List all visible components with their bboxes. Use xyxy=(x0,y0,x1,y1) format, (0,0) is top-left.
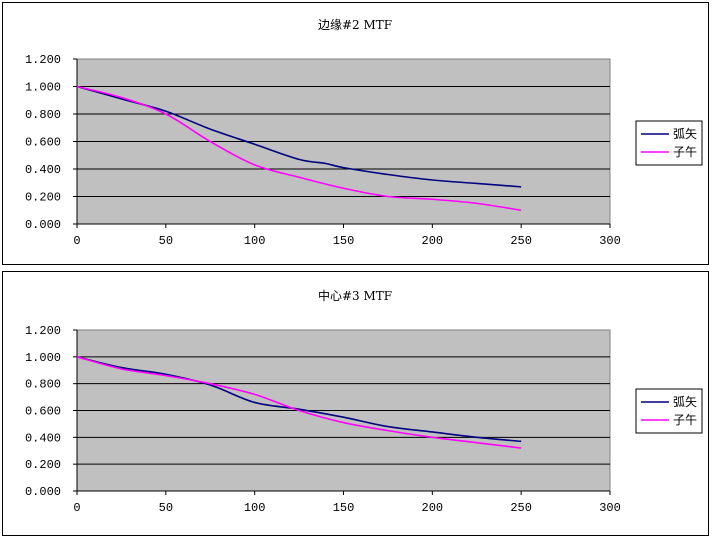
y-tick-label: 0.600 xyxy=(25,405,61,419)
y-tick-label: 1.000 xyxy=(25,351,61,365)
series-line-1 xyxy=(76,85,522,212)
legend-label-1: 子午 xyxy=(673,413,697,427)
x-tick-label: 150 xyxy=(333,501,355,515)
chart-title: 中心#3 MTF xyxy=(318,288,392,303)
chart-svg-center: 中心#3 MTF 0.000 0.200 0.400 0.600 0.800 1.000 1.… xyxy=(25,288,703,515)
legend-label-1: 子午 xyxy=(673,145,697,159)
y-tick-label: 1.000 xyxy=(25,81,61,95)
chart-title: 边缘#2 MTF xyxy=(318,18,392,32)
legend xyxy=(635,388,703,434)
series-line-0 xyxy=(76,85,522,188)
y-tick-label: 0.400 xyxy=(25,163,61,177)
y-tick-label: 0.800 xyxy=(25,108,61,122)
x-tick-label: 100 xyxy=(244,234,266,248)
x-tick-label: 250 xyxy=(510,501,532,515)
x-tick-label: 200 xyxy=(422,501,444,515)
x-tick-label: 250 xyxy=(510,234,532,248)
x-tick-label: 0 xyxy=(73,234,80,248)
x-tick-label: 50 xyxy=(159,234,173,248)
series-line-0 xyxy=(76,356,522,443)
y-tick-label: 0.800 xyxy=(25,378,61,392)
y-tick-label: 0.400 xyxy=(25,431,61,445)
y-tick-label: 0.000 xyxy=(25,485,61,499)
y-tick-label: 0.600 xyxy=(25,136,61,150)
mtf-chart-edge: 边缘#2 MTF 0.000 0.200 0.400 0.600 0.800 1.000 1.… xyxy=(2,2,709,265)
y-tick-label: 0.200 xyxy=(25,458,61,472)
series-line-1 xyxy=(76,356,522,449)
x-tick-label: 300 xyxy=(599,234,621,248)
chart-svg-edge: 边缘#2 MTF 0.000 0.200 0.400 0.600 0.800 1.000 1.… xyxy=(25,18,703,248)
x-tick-label: 50 xyxy=(159,501,173,515)
y-tick-label: 0.200 xyxy=(25,191,61,205)
x-tick-label: 0 xyxy=(73,501,80,515)
y-tick-label: 0.000 xyxy=(25,218,61,232)
legend-label-0: 弧矢 xyxy=(673,127,697,141)
mtf-chart-center: 中心#3 MTF 0.000 0.200 0.400 0.600 0.800 1.000 1.… xyxy=(2,271,709,536)
x-tick-label: 300 xyxy=(599,501,621,515)
x-tick-label: 200 xyxy=(422,234,444,248)
legend-label-0: 弧矢 xyxy=(673,395,697,409)
y-tick-label: 1.200 xyxy=(25,324,61,338)
x-tick-label: 100 xyxy=(244,501,266,515)
legend xyxy=(635,120,703,166)
x-tick-label: 150 xyxy=(333,234,355,248)
y-tick-label: 1.200 xyxy=(25,53,61,67)
